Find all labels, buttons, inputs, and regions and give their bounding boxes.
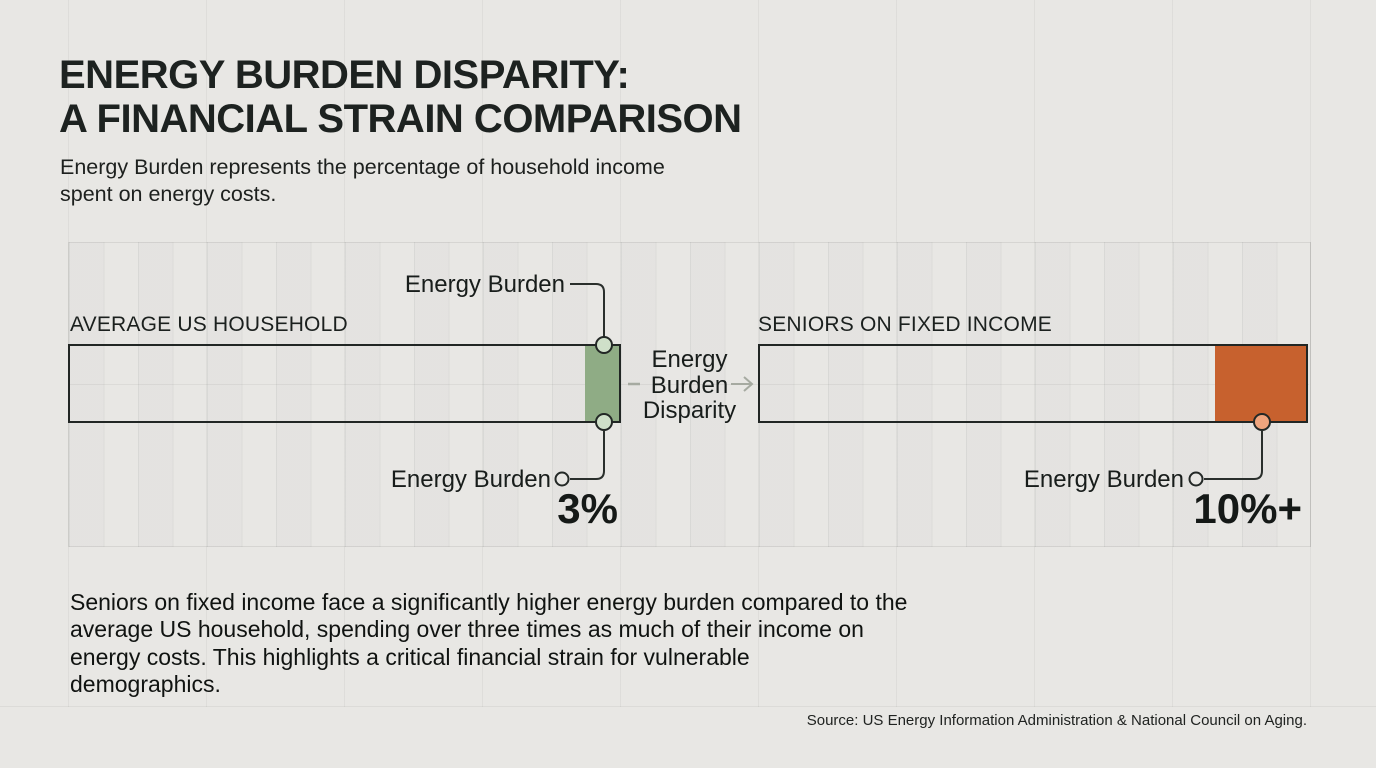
summary-line1: Seniors on fixed income face a significa… xyxy=(70,589,908,615)
disparity-annotation-line2: Burden xyxy=(650,371,729,399)
page-title-line2: A FINANCIAL STRAIN COMPARISON xyxy=(59,97,742,141)
left-top-callout-label: Energy Burden xyxy=(404,271,565,298)
summary-line2: average US household, spending over thre… xyxy=(70,616,864,643)
seniors-energy-burden-segment xyxy=(1215,346,1306,421)
disparity-annotation: Energy Burden Disparity xyxy=(621,347,758,424)
page-subtitle: Energy Burden represents the percentage … xyxy=(60,154,665,208)
page-title: ENERGY BURDEN DISPARITY: A FINANCIAL STR… xyxy=(59,53,742,141)
page-title-line1: ENERGY BURDEN DISPARITY: xyxy=(59,53,630,97)
average-household-energy-burden-segment xyxy=(585,346,619,421)
source-attribution: Source: US Energy Information Administra… xyxy=(806,712,1307,729)
chart-midline xyxy=(68,384,1309,385)
disparity-annotation-line3: Disparity xyxy=(642,397,737,424)
summary-paragraph: Seniors on fixed income face a significa… xyxy=(70,589,907,698)
seniors-bar xyxy=(758,344,1308,423)
average-household-bar xyxy=(68,344,621,423)
left-bar-value: 3% xyxy=(557,485,618,532)
left-bottom-callout-label: Energy Burden xyxy=(390,466,551,493)
disparity-annotation-line1: Energy xyxy=(651,346,728,373)
chart-panel xyxy=(68,242,1311,547)
left-bar-label: AVERAGE US HOUSEHOLD xyxy=(70,313,348,336)
right-bar-label: SENIORS ON FIXED INCOME xyxy=(758,313,1052,336)
summary-line3: energy costs. This highlights a critical… xyxy=(70,643,750,670)
summary-line4: demographics. xyxy=(70,670,221,697)
page-subtitle-line1: Energy Burden represents the percentage … xyxy=(60,155,665,179)
right-bar-value: 10%+ xyxy=(1193,485,1302,532)
page-subtitle-line2: spent on energy costs. xyxy=(60,182,277,206)
right-bottom-callout-label: Energy Burden xyxy=(1023,466,1184,493)
